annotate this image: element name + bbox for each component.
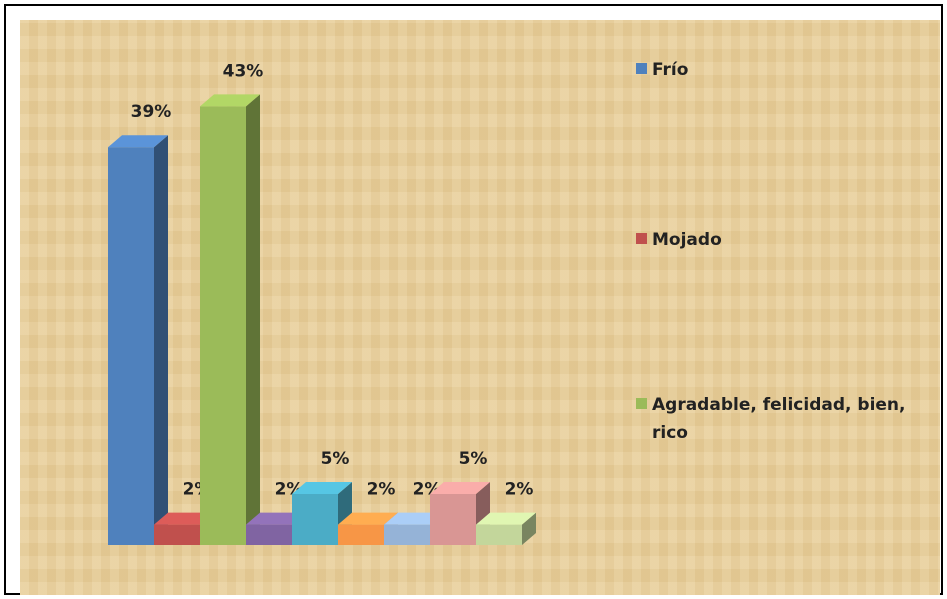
legend-label: Agradable, felicidad, bien, rico [652,395,906,443]
bar [154,524,200,545]
bar-side [522,512,536,545]
bar-top [430,482,490,494]
data-label: 43% [223,61,264,81]
data-label: 39% [131,102,172,122]
bar-top [246,512,306,525]
bar-side [246,94,260,546]
bar-top [476,512,536,525]
bar [292,494,338,545]
bar-top [108,135,168,148]
bar-top [200,94,260,107]
legend-swatch [636,63,647,74]
legend-label: Mojado [652,230,722,250]
bar-top [338,512,398,525]
bar [108,147,154,545]
data-label: 5% [459,449,488,469]
data-label: 2% [505,480,534,500]
bar [476,524,522,545]
legend-item: Frío [636,56,926,84]
legend-label: Frío [652,60,689,80]
bar-top [384,512,444,525]
bar-top [292,482,352,494]
legend-item: Mojado [636,226,926,254]
bar-top [154,512,214,525]
data-label: 2% [367,480,396,500]
legend-swatch [636,233,647,244]
data-label: 5% [321,449,350,469]
bar [384,524,430,545]
bar [246,524,292,545]
bar [338,524,384,545]
legend-item: Agradable, felicidad, bien, rico [636,391,926,447]
legend-swatch [636,398,647,409]
bar-side [154,135,168,545]
bar [200,106,246,546]
bar [430,494,476,545]
